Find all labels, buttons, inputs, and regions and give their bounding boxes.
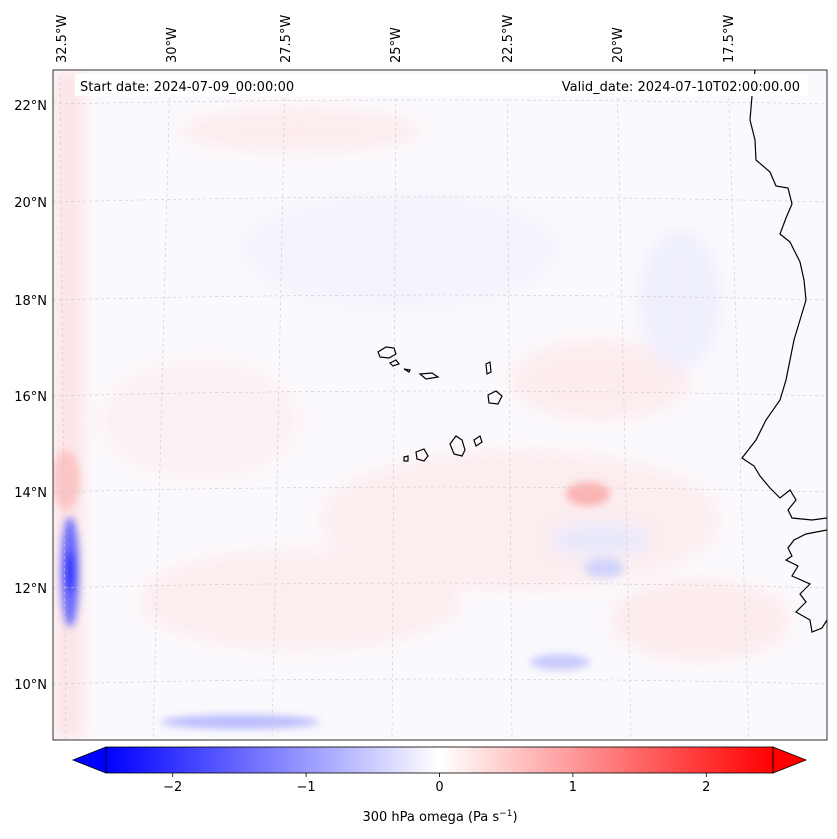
lat-label: 18°N bbox=[14, 294, 47, 309]
map-border bbox=[52, 69, 828, 741]
omega-field bbox=[53, 70, 790, 740]
valid-date-label: Valid_date: 2024-07-10T02:00:00.00 bbox=[562, 80, 800, 95]
lat-label: 10°N bbox=[14, 678, 47, 693]
lat-label: 12°N bbox=[14, 582, 47, 597]
colorbar: −2 −1 0 1 2 300 hPa omega (Pa s−1) bbox=[71, 746, 808, 825]
start-date-label: Start date: 2024-07-09_00:00:00 bbox=[80, 80, 294, 95]
lat-label: 20°N bbox=[14, 196, 47, 211]
graticule bbox=[53, 73, 827, 740]
lat-label: 16°N bbox=[14, 390, 47, 405]
colorbar-tick-label: 0 bbox=[435, 780, 443, 795]
africa-coastline bbox=[741, 70, 827, 633]
lon-label: 25°W bbox=[389, 27, 404, 63]
colorbar-label: 300 hPa omega (Pa s−1) bbox=[362, 809, 517, 825]
colorbar-tick-label: −2 bbox=[163, 780, 182, 795]
lon-label: 22.5°W bbox=[501, 15, 516, 63]
colorbar-tick-label: −1 bbox=[297, 780, 316, 795]
lon-label: 17.5°W bbox=[722, 15, 737, 63]
longitude-labels: 32.5°W 30°W 27.5°W 25°W 22.5°W 20°W 17.5… bbox=[55, 15, 737, 63]
colorbar-extend-max bbox=[772, 746, 808, 774]
lat-label: 14°N bbox=[14, 486, 47, 501]
colorbar-label-exponent: −1 bbox=[499, 809, 512, 819]
latitude-labels: 22°N 20°N 18°N 16°N 14°N 12°N 10°N bbox=[14, 99, 47, 693]
colorbar-tick-label: 2 bbox=[702, 780, 710, 795]
date-annotation-box bbox=[75, 74, 808, 96]
colorbar-body bbox=[105, 746, 774, 774]
lon-label: 20°W bbox=[611, 27, 626, 63]
colorbar-tick-label: 1 bbox=[569, 780, 577, 795]
lon-label: 27.5°W bbox=[279, 15, 294, 63]
colorbar-extend-min bbox=[71, 746, 107, 774]
lon-label: 30°W bbox=[165, 27, 180, 63]
map-panel bbox=[53, 70, 827, 740]
cape-verde-islands bbox=[377, 346, 503, 462]
lat-label: 22°N bbox=[14, 99, 47, 114]
lon-label: 32.5°W bbox=[55, 15, 70, 63]
colorbar-ticks: −2 −1 0 1 2 bbox=[163, 773, 710, 795]
